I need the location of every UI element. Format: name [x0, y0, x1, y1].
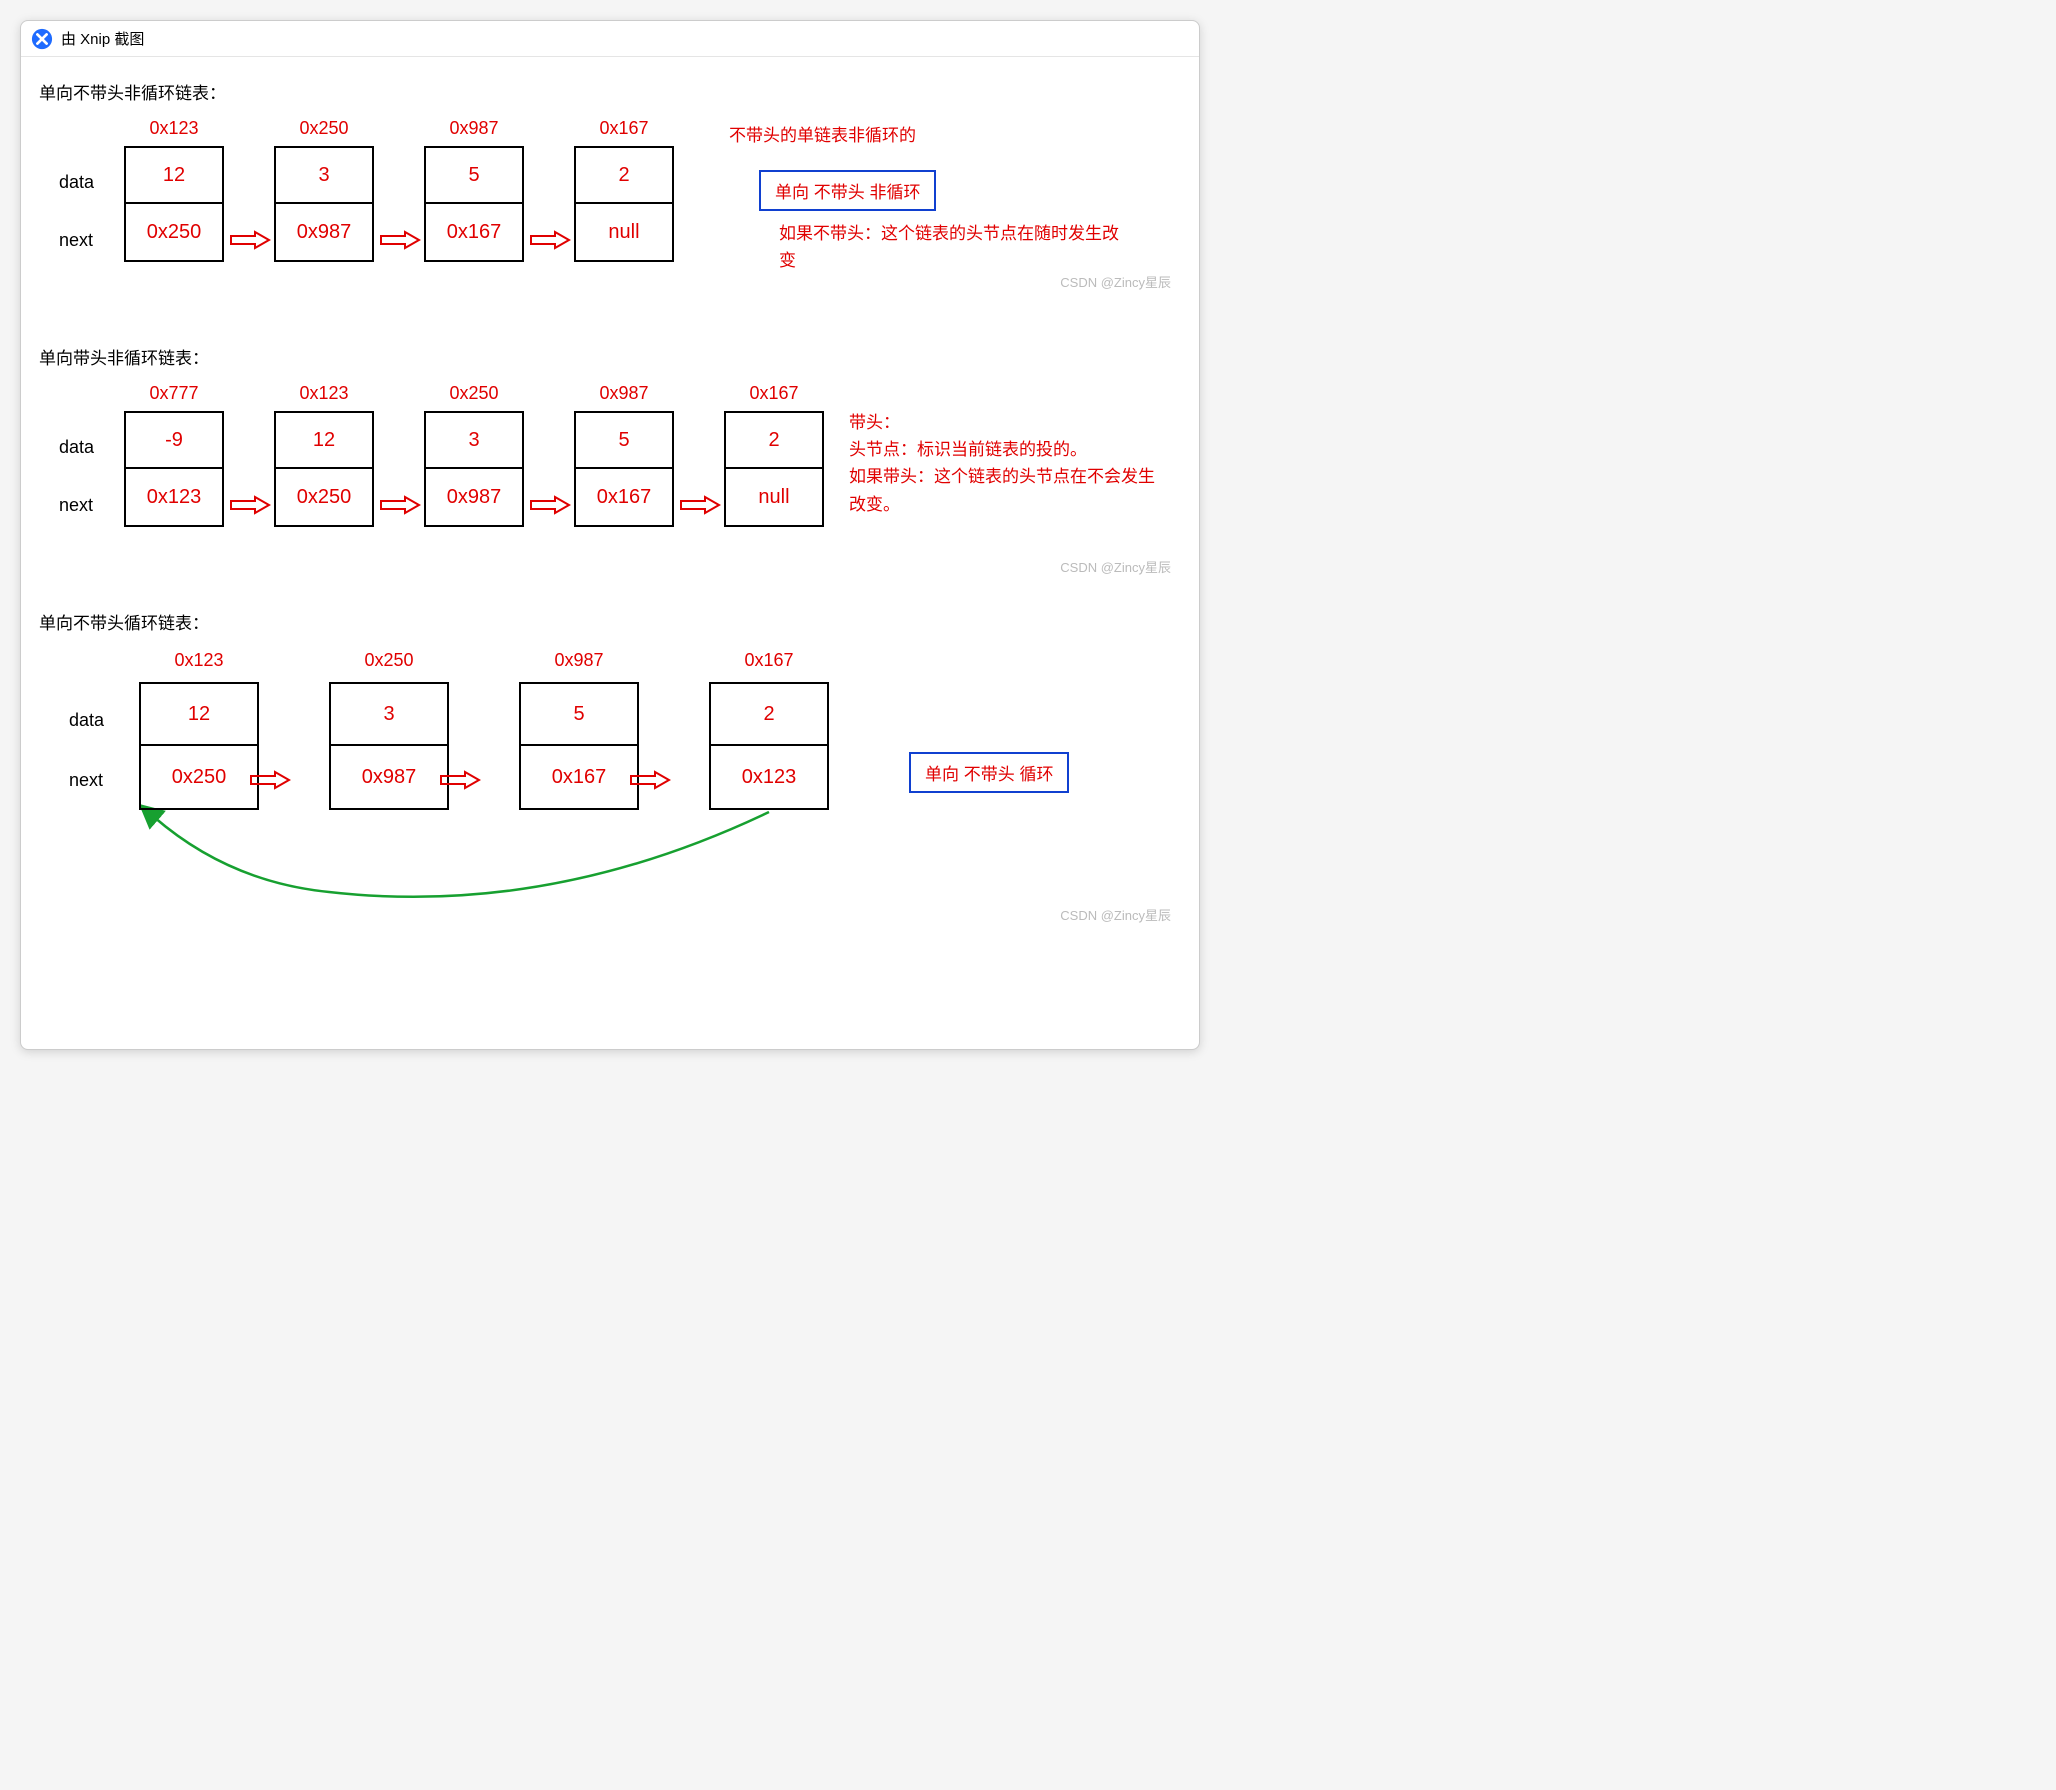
linked-list-node: 50x167	[519, 682, 639, 810]
node-address: 0x167	[574, 118, 674, 139]
next-label: next	[59, 230, 93, 251]
node-next-cell: 0x167	[426, 204, 522, 260]
arrow-icon	[529, 495, 571, 515]
section2-title: 单向带头非循环链表：	[39, 344, 1181, 369]
linked-list-node: 120x250	[274, 411, 374, 527]
node-next-cell: null	[726, 469, 822, 525]
data-label: data	[59, 437, 94, 458]
node-data-cell: 3	[276, 148, 372, 204]
node-data-cell: 12	[126, 148, 222, 204]
node-address: 0x250	[274, 118, 374, 139]
node-data-cell: 5	[576, 413, 672, 469]
linked-list-node: 30x987	[424, 411, 524, 527]
arrow-icon	[439, 770, 481, 790]
node-address: 0x987	[519, 650, 639, 671]
node-data-cell: 2	[576, 148, 672, 204]
node-address: 0x123	[139, 650, 259, 671]
linked-list-node: 50x167	[574, 411, 674, 527]
section3-title: 单向不带头循环链表：	[39, 609, 1181, 634]
note3-box: 单向 不带头 循环	[909, 752, 1069, 793]
watermark1: CSDN @Zincy星辰	[1060, 272, 1171, 291]
node-next-cell: 0x250	[126, 204, 222, 260]
arrow-icon	[679, 495, 721, 515]
node-next-cell: 0x167	[576, 469, 672, 525]
arrow-icon	[229, 495, 271, 515]
note2-l1: 带头：	[849, 409, 1169, 436]
arrow-icon	[249, 770, 291, 790]
node-address: 0x987	[424, 118, 524, 139]
arrow-icon	[379, 495, 421, 515]
arrow-icon	[529, 230, 571, 250]
linked-list-node: 120x250	[124, 146, 224, 262]
node-data-cell: -9	[126, 413, 222, 469]
node-address: 0x123	[274, 383, 374, 404]
watermark3: CSDN @Zincy星辰	[1060, 905, 1171, 924]
node-next-cell: 0x987	[426, 469, 522, 525]
note1-box: 单向 不带头 非循环	[759, 170, 936, 211]
linked-list-node: 2null	[574, 146, 674, 262]
node-next-cell: 0x167	[521, 746, 637, 808]
titlebar-text: 由 Xnip 截图	[61, 28, 144, 49]
diagram1: data next 不带头的单链表非循环的 单向 不带头 非循环 如果不带头：这…	[39, 112, 1181, 332]
linked-list-node: -90x123	[124, 411, 224, 527]
titlebar: 由 Xnip 截图	[21, 21, 1199, 57]
node-data-cell: 5	[521, 684, 637, 746]
next-label: next	[69, 770, 103, 791]
node-data-cell: 12	[276, 413, 372, 469]
note2-l3: 如果带头：这个链表的头节点在不会发生改变。	[849, 463, 1169, 517]
node-next-cell: 0x987	[276, 204, 372, 260]
node-next-cell: 0x123	[126, 469, 222, 525]
watermark2: CSDN @Zincy星辰	[1060, 557, 1171, 576]
data-label: data	[69, 710, 104, 731]
arrow-icon	[229, 230, 271, 250]
node-address: 0x250	[424, 383, 524, 404]
note2-l2: 头节点：标识当前链表的投的。	[849, 436, 1169, 463]
note1-top: 不带头的单链表非循环的	[729, 122, 916, 149]
node-data-cell: 3	[331, 684, 447, 746]
node-data-cell: 12	[141, 684, 257, 746]
next-label: next	[59, 495, 93, 516]
node-data-cell: 2	[711, 684, 827, 746]
node-next-cell: 0x250	[276, 469, 372, 525]
node-address: 0x777	[124, 383, 224, 404]
node-data-cell: 2	[726, 413, 822, 469]
diagram3: data next 单向 不带头 循环 CSDN @Zincy星辰 0x123 1…	[39, 642, 1181, 922]
linked-list-node: 120x250	[139, 682, 259, 810]
linked-list-node: 2null	[724, 411, 824, 527]
node-address: 0x167	[724, 383, 824, 404]
content-area: 单向不带头非循环链表： data next 不带头的单链表非循环的 单向 不带头…	[21, 57, 1199, 942]
note2-text: 带头： 头节点：标识当前链表的投的。 如果带头：这个链表的头节点在不会发生改变。	[849, 409, 1169, 518]
data-label: data	[59, 172, 94, 193]
note1-bottom: 如果不带头：这个链表的头节点在随时发生改变	[779, 220, 1129, 274]
xnip-icon	[31, 28, 53, 50]
node-address: 0x987	[574, 383, 674, 404]
node-next-cell: 0x123	[711, 746, 827, 808]
node-address: 0x167	[709, 650, 829, 671]
diagram2: data next 带头： 头节点：标识当前链表的投的。 如果带头：这个链表的头…	[39, 377, 1181, 597]
node-address: 0x250	[329, 650, 449, 671]
node-next-cell: null	[576, 204, 672, 260]
node-data-cell: 5	[426, 148, 522, 204]
app-window: 由 Xnip 截图 单向不带头非循环链表： data next 不带头的单链表非…	[20, 20, 1200, 1050]
section1-title: 单向不带头非循环链表：	[39, 79, 1181, 104]
linked-list-node: 20x123	[709, 682, 829, 810]
arrow-icon	[629, 770, 671, 790]
node-address: 0x123	[124, 118, 224, 139]
linked-list-node: 30x987	[329, 682, 449, 810]
node-next-cell: 0x987	[331, 746, 447, 808]
loop-arrow	[129, 807, 849, 917]
linked-list-node: 50x167	[424, 146, 524, 262]
linked-list-node: 30x987	[274, 146, 374, 262]
node-next-cell: 0x250	[141, 746, 257, 808]
node-data-cell: 3	[426, 413, 522, 469]
arrow-icon	[379, 230, 421, 250]
